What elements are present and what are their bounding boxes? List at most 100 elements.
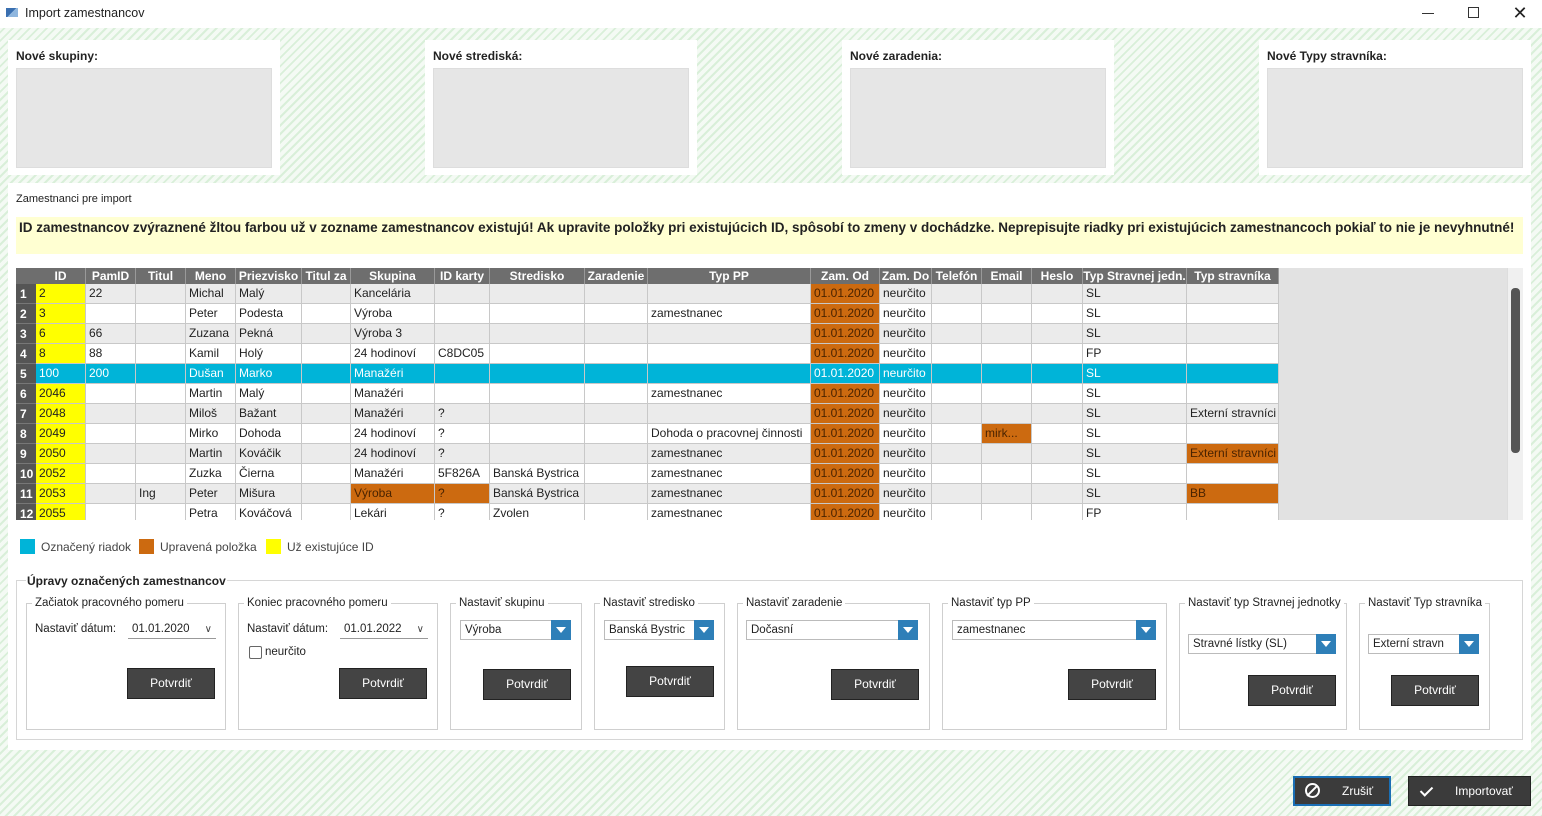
- cell[interactable]: Kamil: [186, 344, 236, 364]
- cell[interactable]: 01.01.2020: [811, 504, 880, 520]
- cell[interactable]: Ing: [136, 484, 186, 504]
- cell[interactable]: [136, 344, 186, 364]
- cell[interactable]: Manažéri: [351, 364, 435, 384]
- cell[interactable]: FP: [1083, 344, 1187, 364]
- cell[interactable]: [1032, 404, 1083, 424]
- cell[interactable]: [982, 484, 1032, 504]
- cell[interactable]: [136, 284, 186, 304]
- confirm-button[interactable]: Potvrdiť: [339, 668, 427, 699]
- cell[interactable]: 2049: [36, 424, 86, 444]
- column-header[interactable]: Skupina: [351, 268, 435, 284]
- checkbox[interactable]: [249, 646, 262, 659]
- cell[interactable]: [982, 284, 1032, 304]
- cell[interactable]: [932, 304, 982, 324]
- cell[interactable]: [932, 324, 982, 344]
- cell[interactable]: C8DC05: [435, 344, 490, 364]
- column-header[interactable]: Titul: [136, 268, 186, 284]
- cell[interactable]: Kováčik: [236, 444, 302, 464]
- cell[interactable]: [86, 304, 136, 324]
- cell[interactable]: [490, 324, 585, 344]
- cell[interactable]: BB: [1187, 484, 1279, 504]
- cell[interactable]: Zuzana: [186, 324, 236, 344]
- cell[interactable]: Výroba: [351, 484, 435, 504]
- cell[interactable]: 01.01.2020: [811, 284, 880, 304]
- column-header[interactable]: Meno: [186, 268, 236, 284]
- cell[interactable]: [136, 364, 186, 384]
- cell[interactable]: [136, 384, 186, 404]
- cell[interactable]: [136, 304, 186, 324]
- column-header[interactable]: Zam. Od: [811, 268, 880, 284]
- cell[interactable]: zamestnanec: [648, 464, 811, 484]
- cell[interactable]: SL: [1083, 384, 1187, 404]
- cell[interactable]: Dohoda o pracovnej činnosti: [648, 424, 811, 444]
- cell[interactable]: [932, 404, 982, 424]
- cell[interactable]: [585, 404, 648, 424]
- cell[interactable]: [932, 464, 982, 484]
- cell[interactable]: neurčito: [880, 484, 932, 504]
- cell[interactable]: [1032, 484, 1083, 504]
- column-header[interactable]: Typ stravníka: [1187, 268, 1279, 284]
- panel-list[interactable]: [16, 68, 272, 168]
- cell[interactable]: [136, 424, 186, 444]
- cell[interactable]: [648, 324, 811, 344]
- cell[interactable]: [982, 404, 1032, 424]
- column-header[interactable]: Email: [982, 268, 1032, 284]
- cell[interactable]: Manažéri: [351, 464, 435, 484]
- cell[interactable]: [982, 324, 1032, 344]
- cell[interactable]: neurčito: [880, 404, 932, 424]
- cell[interactable]: SL: [1083, 324, 1187, 344]
- cell[interactable]: 88: [86, 344, 136, 364]
- cell[interactable]: Kováčová: [236, 504, 302, 520]
- cell[interactable]: [1032, 284, 1083, 304]
- column-header[interactable]: Stredisko: [490, 268, 585, 284]
- cell[interactable]: [982, 504, 1032, 520]
- cell[interactable]: zamestnanec: [648, 484, 811, 504]
- combo-arrow[interactable]: [694, 620, 714, 640]
- cell[interactable]: neurčito: [880, 284, 932, 304]
- cell[interactable]: [648, 284, 811, 304]
- cell[interactable]: Peter: [186, 304, 236, 324]
- cell[interactable]: ?: [435, 484, 490, 504]
- column-header[interactable]: Priezvisko: [236, 268, 302, 284]
- cell[interactable]: 8: [36, 344, 86, 364]
- cell[interactable]: ?: [435, 504, 490, 520]
- combo-box[interactable]: Výroba: [460, 620, 571, 640]
- cell[interactable]: zamestnanec: [648, 384, 811, 404]
- cell[interactable]: [302, 504, 351, 520]
- column-header[interactable]: Titul za: [302, 268, 351, 284]
- combo-arrow[interactable]: [551, 620, 571, 640]
- cell[interactable]: [86, 484, 136, 504]
- cell[interactable]: [490, 344, 585, 364]
- cell[interactable]: mirk...: [982, 424, 1032, 444]
- cell[interactable]: neurčito: [880, 304, 932, 324]
- cell[interactable]: [1032, 444, 1083, 464]
- cell[interactable]: [1032, 424, 1083, 444]
- cell[interactable]: SL: [1083, 364, 1187, 384]
- cell[interactable]: [932, 484, 982, 504]
- cell[interactable]: neurčito: [880, 384, 932, 404]
- cell[interactable]: [136, 464, 186, 484]
- cell[interactable]: Dohoda: [236, 424, 302, 444]
- confirm-button[interactable]: Potvrdiť: [626, 666, 714, 697]
- cell[interactable]: Holý: [236, 344, 302, 364]
- column-header[interactable]: ID: [36, 268, 86, 284]
- cell[interactable]: [490, 364, 585, 384]
- cell[interactable]: FP: [1083, 504, 1187, 520]
- cell[interactable]: 01.01.2020: [811, 384, 880, 404]
- date-input[interactable]: 01.01.2022 ∨: [340, 621, 428, 639]
- cell[interactable]: [1032, 364, 1083, 384]
- cell[interactable]: [1032, 304, 1083, 324]
- cell[interactable]: 66: [86, 324, 136, 344]
- combo-box[interactable]: Banská Bystric: [604, 620, 714, 640]
- cell[interactable]: Malý: [236, 284, 302, 304]
- cell[interactable]: [302, 444, 351, 464]
- cell[interactable]: [86, 424, 136, 444]
- cell[interactable]: [932, 364, 982, 384]
- cell[interactable]: [302, 324, 351, 344]
- cell[interactable]: [1187, 364, 1279, 384]
- cell[interactable]: Manažéri: [351, 384, 435, 404]
- cell[interactable]: [932, 344, 982, 364]
- cell[interactable]: Malý: [236, 384, 302, 404]
- cell[interactable]: zamestnanec: [648, 304, 811, 324]
- cell[interactable]: Manažéri: [351, 404, 435, 424]
